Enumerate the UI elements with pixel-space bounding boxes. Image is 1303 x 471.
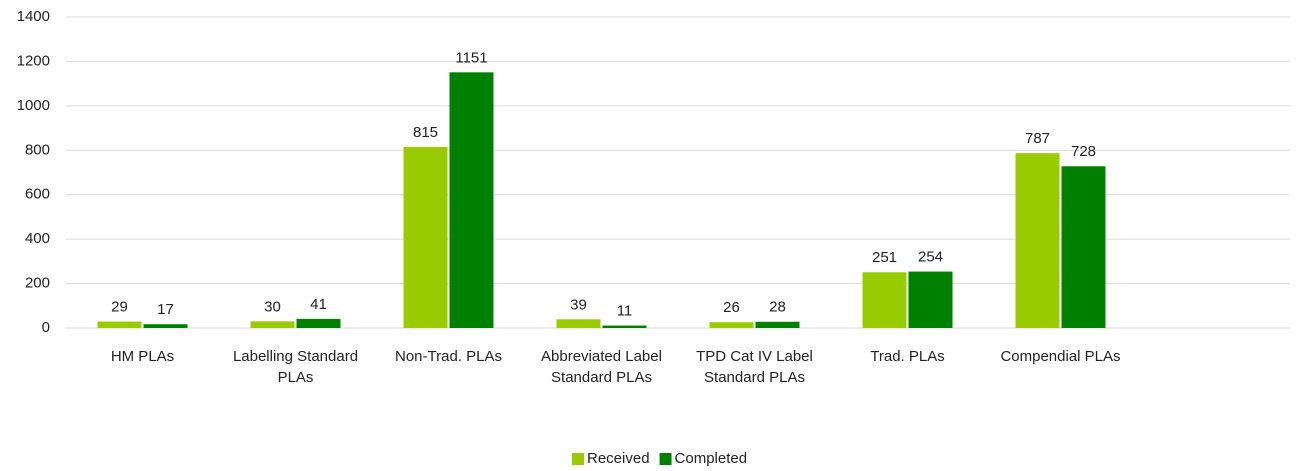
x-tick-label: Compendial PLAs <box>1000 348 1121 365</box>
x-tick-label: Non-Trad. PLAs <box>395 348 502 365</box>
legend-swatch <box>659 453 672 465</box>
x-tick-label: Labelling Standard PLAs <box>232 348 359 386</box>
y-tick-label: 1400 <box>17 8 50 25</box>
bar <box>908 271 953 328</box>
y-tick-label: 1200 <box>17 52 50 69</box>
bar <box>1061 166 1106 328</box>
data-label: 17 <box>157 301 174 318</box>
data-label: 11 <box>617 303 633 320</box>
x-tick-label: TPD Cat IV Label Standard PLAs <box>696 348 813 386</box>
bar <box>296 318 341 328</box>
data-label: 41 <box>310 296 327 313</box>
y-tick-label: 0 <box>42 319 50 336</box>
x-tick-label: HM PLAs <box>110 348 175 365</box>
bar <box>97 321 142 328</box>
legend-swatch <box>572 453 584 465</box>
data-label: 787 <box>1025 130 1050 147</box>
bar <box>755 321 800 328</box>
data-label: 39 <box>570 296 587 313</box>
data-label: 30 <box>264 298 281 315</box>
bar <box>403 146 448 328</box>
data-label: 254 <box>918 249 943 266</box>
bar <box>1015 153 1060 328</box>
data-label: 251 <box>872 249 897 266</box>
data-label: 1151 <box>455 49 487 66</box>
y-tick-label: 200 <box>25 275 50 292</box>
x-tick-label: Abbreviated Label Standard PLAs <box>541 348 662 386</box>
bar <box>709 322 754 328</box>
data-label: 728 <box>1071 143 1096 160</box>
bar <box>143 324 188 328</box>
data-label: 815 <box>413 124 438 141</box>
x-tick-label: Trad. PLAs <box>870 348 945 365</box>
y-tick-label: 400 <box>25 230 50 247</box>
data-label: 28 <box>769 299 786 316</box>
bar <box>556 319 601 328</box>
y-tick-label: 600 <box>25 186 50 203</box>
bar <box>449 72 494 328</box>
y-tick-label: 1000 <box>17 97 50 114</box>
legend-label: Completed <box>675 450 748 467</box>
bar <box>250 321 295 328</box>
bar <box>602 325 647 328</box>
legend-label: Received <box>587 450 650 467</box>
bar <box>862 272 907 328</box>
y-tick-label: 800 <box>25 141 50 158</box>
data-label: 26 <box>723 299 740 316</box>
data-label: 29 <box>111 299 128 316</box>
